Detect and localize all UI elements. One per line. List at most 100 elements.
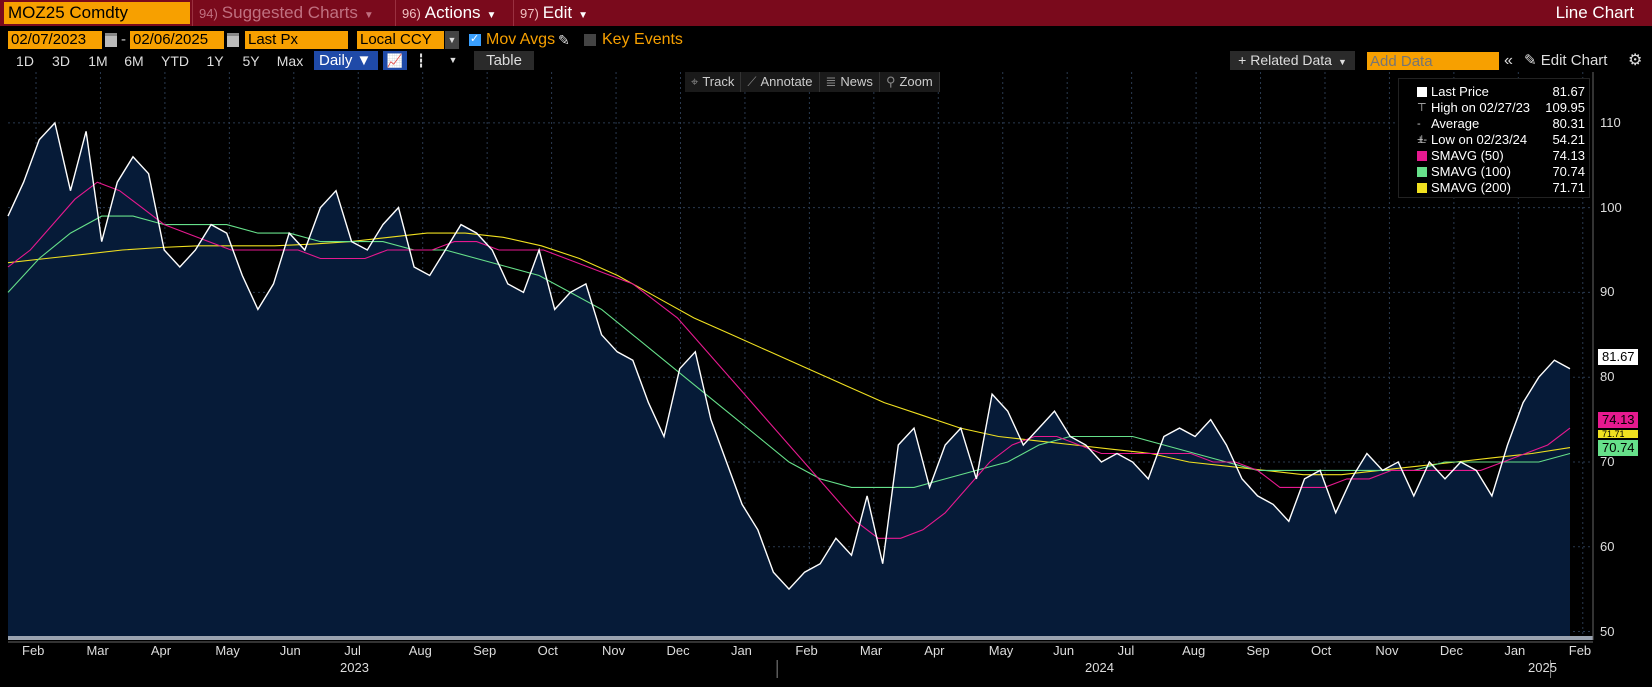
suggested-charts-menu[interactable]: 94) Suggested Charts ▼ — [192, 0, 392, 26]
legend-average[interactable]: -+- Average 80.31 — [1399, 116, 1591, 146]
period-label: Daily — [319, 52, 353, 69]
x-tick-label: Dec — [1439, 643, 1463, 658]
annotate-button[interactable]: ⟋ Annotate — [741, 72, 820, 92]
x-tick-label: Feb — [795, 643, 818, 658]
time-scrollbar[interactable] — [8, 636, 1593, 640]
y-tick-label: 80 — [1600, 369, 1615, 385]
chart-legend: Last Price 81.67 ⊤ High on 02/27/23 109.… — [1398, 78, 1590, 198]
x-tick-label: Aug — [1182, 643, 1206, 658]
legend-smavg-50[interactable]: SMAVG (50) 74.13 — [1399, 148, 1591, 164]
range-button-5y[interactable]: 5Y — [242, 53, 260, 69]
track-button[interactable]: ⌖ Track — [685, 72, 742, 92]
x-tick-label: Dec — [666, 643, 690, 658]
legend-label: Low on 02/23/24 — [1431, 132, 1528, 147]
chevron-down-icon[interactable]: ▼ — [445, 31, 459, 49]
news-label: News — [840, 74, 873, 89]
high-marker-icon: ⊤ — [1417, 102, 1427, 114]
track-label: Track — [702, 74, 735, 89]
pencil-icon[interactable]: ✎ — [558, 32, 570, 48]
period-select[interactable]: Daily ▼ — [314, 51, 378, 70]
collapse-icon[interactable]: « — [1504, 52, 1513, 69]
legend-value: 71.71 — [1552, 180, 1585, 195]
actions-number: 96) — [402, 6, 421, 21]
zoom-label: Zoom — [899, 74, 933, 89]
x-tick-label: Mar — [859, 643, 883, 658]
x-tick-label: May — [988, 643, 1014, 658]
calendar-icon[interactable] — [227, 33, 239, 47]
start-date-field[interactable]: 02/07/2023 — [8, 31, 102, 49]
sma50-tag: 74.13 — [1598, 412, 1638, 428]
zoom-button[interactable]: ⚲ Zoom — [880, 72, 940, 92]
edit-chart-button[interactable]: ✎ Edit Chart — [1524, 51, 1607, 70]
legend-value: 109.95 — [1545, 100, 1585, 115]
news-icon: ≣ — [825, 74, 837, 89]
legend-label: SMAVG (50) — [1431, 148, 1504, 163]
candlestick-icon[interactable]: ┇ — [417, 53, 425, 68]
range-button-1m[interactable]: 1M — [88, 53, 108, 69]
annotate-label: Annotate — [760, 74, 813, 89]
annotate-icon: ⟋ — [747, 74, 757, 89]
suggested-charts-label: Suggested Charts — [221, 3, 358, 22]
legend-swatch — [1417, 167, 1427, 177]
y-tick-label: 60 — [1600, 538, 1615, 554]
ticker-field[interactable]: MOZ25 Comdty — [4, 2, 190, 24]
range-button-3d[interactable]: 3D — [52, 53, 70, 69]
news-button[interactable]: ≣ News — [820, 72, 880, 92]
table-button[interactable]: Table — [474, 51, 534, 70]
series-line-last-price — [7, 121, 1571, 591]
x-tick-label: Jul — [344, 643, 361, 658]
actions-menu[interactable]: 96) Actions ▼ — [395, 0, 511, 26]
legend-low[interactable]: ⊥ Low on 02/23/24 54.21 — [1399, 132, 1591, 148]
chevron-down-icon[interactable]: ▼ — [448, 55, 458, 65]
legend-high[interactable]: ⊤ High on 02/27/23 109.95 — [1399, 100, 1591, 116]
legend-last-price[interactable]: Last Price 81.67 — [1399, 84, 1591, 100]
legend-smavg-100[interactable]: SMAVG (100) 70.74 — [1399, 164, 1591, 180]
key-events-checkbox[interactable] — [584, 34, 596, 46]
suggested-charts-number: 94) — [199, 6, 218, 21]
year-label: 2025 — [1528, 660, 1557, 675]
calendar-icon[interactable] — [105, 33, 117, 47]
x-tick-label: Feb — [22, 643, 45, 658]
range-button-max[interactable]: Max — [276, 53, 304, 69]
edit-menu[interactable]: 97) Edit ▼ — [513, 0, 595, 26]
legend-label: Last Price — [1431, 84, 1489, 99]
x-tick-label: Feb — [1568, 643, 1592, 658]
related-data-label: Related Data — [1250, 52, 1332, 68]
range-button-ytd[interactable]: YTD — [161, 53, 189, 69]
related-data-button[interactable]: + Related Data ▼ — [1230, 51, 1355, 70]
x-tick-label: Sep — [1246, 643, 1270, 658]
low-marker-icon: ⊥ — [1417, 134, 1427, 146]
legend-value: 80.31 — [1552, 116, 1585, 131]
line-chart-icon[interactable]: 📈 — [383, 51, 407, 70]
x-tick-label: Apr — [924, 643, 945, 658]
currency-select[interactable]: Local CCY — [357, 31, 444, 49]
x-tick-label: Mar — [86, 643, 109, 658]
end-date-field[interactable]: 02/06/2025 — [130, 31, 224, 49]
mov-avgs-label[interactable]: Mov Avgs — [486, 31, 556, 48]
chevron-down-icon: ▼ — [356, 52, 372, 69]
legend-label: Average — [1431, 116, 1480, 131]
range-button-1d[interactable]: 1D — [16, 53, 34, 69]
chart-type-title: Line Chart — [1555, 3, 1634, 22]
legend-swatch — [1417, 183, 1427, 193]
key-events-label[interactable]: Key Events — [602, 31, 683, 48]
add-data-input[interactable] — [1367, 52, 1499, 70]
year-separators — [776, 660, 1552, 678]
x-tick-label: Jul — [1117, 643, 1135, 658]
gear-icon[interactable]: ⚙ — [1628, 52, 1643, 69]
date-separator: - — [121, 31, 126, 48]
x-tick-label: Oct — [537, 643, 558, 658]
price-field-select[interactable]: Last Px — [245, 31, 348, 49]
range-button-6m[interactable]: 6M — [124, 53, 144, 69]
range-button-1y[interactable]: 1Y — [206, 53, 224, 69]
series-line-smavg-100 — [7, 215, 1571, 488]
series-line-smavg-200 — [7, 232, 1571, 476]
legend-smavg-200[interactable]: SMAVG (200) 71.71 — [1399, 180, 1591, 196]
legend-label: High on 02/27/23 — [1431, 100, 1531, 115]
mov-avgs-checkbox[interactable] — [469, 32, 481, 46]
x-tick-label: Sep — [473, 643, 497, 658]
legend-label: SMAVG (100) — [1431, 164, 1511, 179]
edit-label: Edit — [542, 3, 573, 22]
y-tick-label: 70 — [1600, 453, 1615, 469]
